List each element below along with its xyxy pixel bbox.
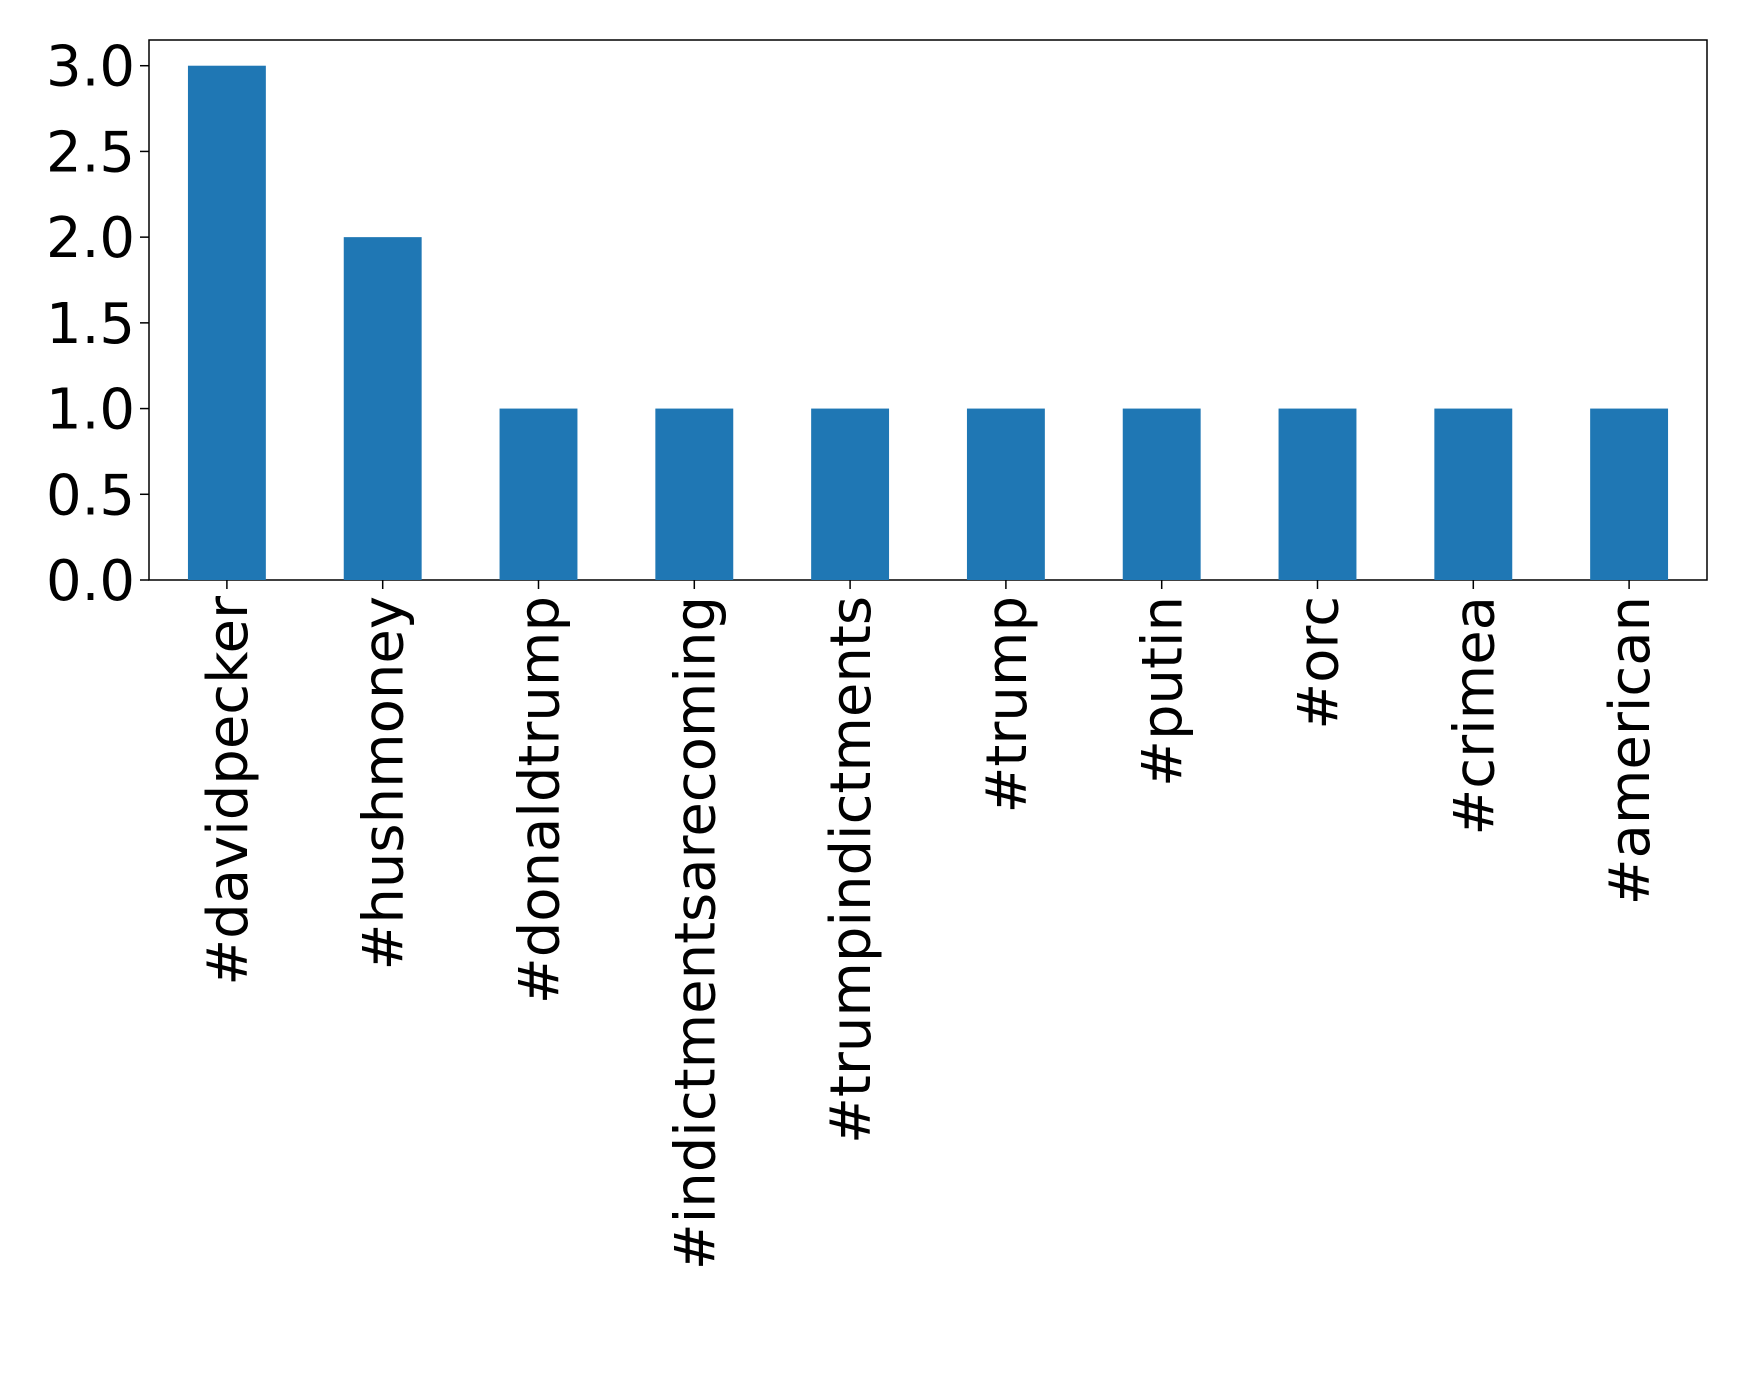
x-tick-label: #orc <box>1287 596 1352 730</box>
y-tick-label: 0.0 <box>46 549 135 614</box>
bar <box>1434 408 1513 580</box>
x-tick-label: #donaldtrump <box>508 596 573 1004</box>
x-tick-label: #davidpecker <box>196 595 261 986</box>
bar <box>1590 408 1669 580</box>
x-tick-label: #indictmentsarecoming <box>663 596 728 1270</box>
y-tick-label: 2.0 <box>46 206 135 271</box>
bar <box>1122 408 1201 580</box>
y-tick-label: 0.5 <box>46 463 135 528</box>
x-tick-label: #trumpindictments <box>819 596 884 1144</box>
y-tick-label: 3.0 <box>46 35 135 100</box>
y-tick-label: 2.5 <box>46 120 135 185</box>
bar <box>1278 408 1357 580</box>
x-tick-label: #trump <box>975 596 1040 814</box>
y-tick-label: 1.0 <box>46 378 135 443</box>
bar <box>499 408 578 580</box>
bar <box>811 408 890 580</box>
plot-frame <box>148 39 1708 581</box>
bar <box>655 408 734 580</box>
x-tick-label: #hushmoney <box>352 596 417 970</box>
x-tick-label: #american <box>1598 596 1663 905</box>
x-tick-label: #crimea <box>1442 596 1507 836</box>
bar <box>187 65 266 580</box>
y-tick-label: 1.5 <box>46 292 135 357</box>
bar <box>966 408 1045 580</box>
x-tick-label: #putin <box>1131 596 1196 787</box>
bar <box>343 237 422 580</box>
